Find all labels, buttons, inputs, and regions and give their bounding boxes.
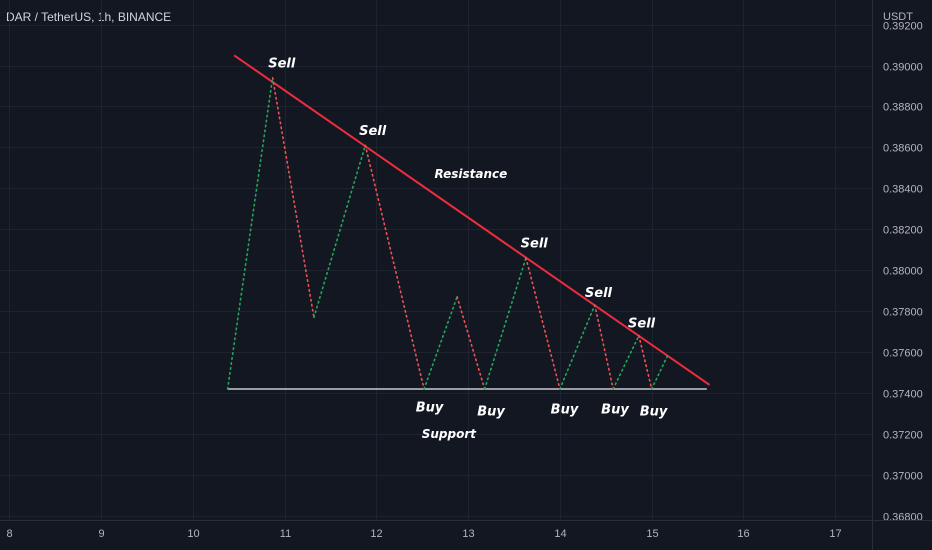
x-tick-label: 8 [6,528,12,540]
sell-label: Sell [585,286,613,301]
currency-label: USDT [883,11,913,23]
buy-label: Buy [640,405,668,420]
price-segment-up [650,353,670,390]
price-segment-up [612,334,640,390]
buy-label: Buy [477,405,505,420]
price-segment-down [638,334,653,390]
resistance-line [233,54,711,386]
y-tick-label: 0.38800 [883,102,923,114]
sell-label: Sell [628,317,656,332]
x-tick-label: 13 [462,528,474,540]
annotations: Sell Sell Sell Sell Sell Resistance Buy Buy Buy B… [268,57,668,442]
y-tick-label: 0.37000 [883,471,923,483]
price-segment-up [483,257,527,390]
price-segment-up [313,144,367,319]
buy-label: Buy [551,403,579,418]
x-tick-label: 10 [187,528,199,540]
x-tick-label: 12 [370,528,382,540]
sell-label: Sell [359,124,387,139]
sell-label: Sell [268,57,296,72]
x-tick-label: 11 [280,528,291,540]
buy-label: Buy [601,403,629,418]
y-tick-label: 0.39200 [883,21,923,33]
symbol-title: DAR / TetherUS, 1h, BINANCE [6,10,172,24]
price-segment-up [559,304,596,390]
y-tick-label: 0.38000 [883,266,923,278]
price-segment-down [364,144,425,390]
price-segment-up [226,76,274,390]
x-tick-label: 16 [737,528,749,540]
price-segment-down [456,296,486,390]
support-label: Support [422,427,478,441]
y-tick-label: 0.36800 [883,512,923,524]
price-segment-down [271,76,315,319]
y-tick-label: 0.37800 [883,307,923,319]
x-tick-label: 15 [646,528,658,540]
price-segment-up [423,296,458,390]
y-tick-label: 0.38200 [883,225,923,237]
y-tick-label: 0.37400 [883,389,923,401]
x-tick-label: 14 [554,528,566,540]
resistance-label: Resistance [434,167,507,181]
y-tick-label: 0.37600 [883,348,923,360]
price-segment-down [593,304,614,390]
price-path [226,76,670,390]
trend-lines [227,54,711,390]
y-tick-label: 0.38600 [883,143,923,155]
y-tick-label: 0.38400 [883,184,923,196]
buy-label: Buy [416,400,444,415]
x-tick-label: 17 [829,528,841,540]
y-tick-label: 0.37200 [883,430,923,442]
grid [0,0,872,520]
x-tick-label: 9 [98,528,104,540]
sell-label: Sell [521,237,549,252]
y-tick-label: 0.39000 [883,62,923,74]
